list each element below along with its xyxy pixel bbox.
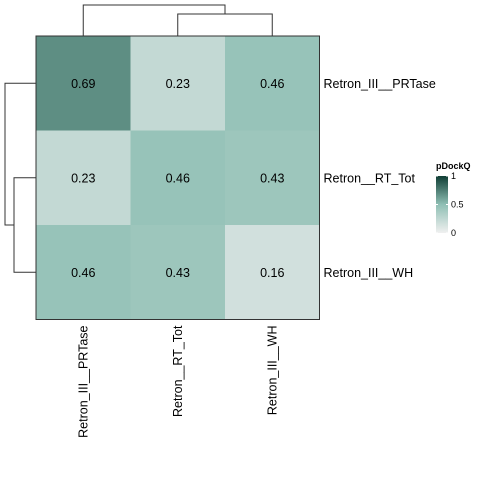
heatmap-cell-r1-c1: [130, 130, 226, 226]
row-dendrogram: [4, 82, 36, 273]
column-dendrogram-branch-outer: [82, 4, 226, 36]
cell-value-r0-c0: 0.69: [71, 77, 95, 91]
column-dendrogram: [82, 4, 273, 36]
cell-value-r2-c1: 0.43: [166, 266, 190, 280]
legend-tick-label-2: 0: [451, 228, 456, 238]
legend-color-bar: [436, 176, 448, 233]
heatmap-cell-r2-c1: [130, 225, 226, 320]
heatmap-cell-r0-c2: [225, 36, 320, 131]
row-label-1: Retron__RT_Tot: [324, 171, 416, 185]
legend-title: pDockQ: [436, 161, 471, 171]
heatmap-cell-r2-c0: [36, 225, 131, 320]
legend-tick-label-0: 1: [451, 171, 456, 181]
column-labels: Retron_III__PRTase Retron__RT_Tot Retron_I…: [76, 325, 279, 438]
row-dendrogram-branch-inner: [13, 177, 36, 273]
column-label-1: Retron__RT_Tot: [171, 325, 185, 417]
cell-value-r2-c2: 0.16: [260, 266, 284, 280]
column-dendrogram-branch-inner: [177, 13, 273, 36]
heatmap-cells: 0.69 0.23 0.46 0.23 0.46 0.43 0.46 0.43 0.16: [36, 36, 320, 320]
cell-value-r1-c0: 0.23: [71, 171, 95, 185]
row-dendrogram-branch-outer: [4, 82, 36, 226]
heatmap-cell-r1-c0: [36, 130, 131, 226]
row-labels: Retron_III__PRTase Retron__RT_Tot Retron_I…: [324, 77, 436, 280]
heatmap-cell-r0-c1: [130, 36, 226, 131]
cell-value-r1-c2: 0.43: [260, 171, 284, 185]
column-label-0: Retron_III__PRTase: [76, 325, 90, 437]
row-label-2: Retron_III__WH: [324, 266, 414, 280]
cell-value-r0-c2: 0.46: [260, 77, 284, 91]
cell-value-r1-c1: 0.46: [166, 171, 190, 185]
heatmap-cell-r1-c2: [225, 130, 320, 226]
column-label-2: Retron_III__WH: [265, 326, 279, 416]
heatmap-cell-r0-c0: [36, 36, 131, 131]
legend-tick-label-1: 0.5: [451, 200, 464, 210]
cell-value-r0-c1: 0.23: [166, 77, 190, 91]
cell-value-r2-c0: 0.46: [71, 266, 95, 280]
heatmap-cell-r2-c2: [225, 225, 320, 320]
row-label-0: Retron_III__PRTase: [324, 77, 436, 91]
